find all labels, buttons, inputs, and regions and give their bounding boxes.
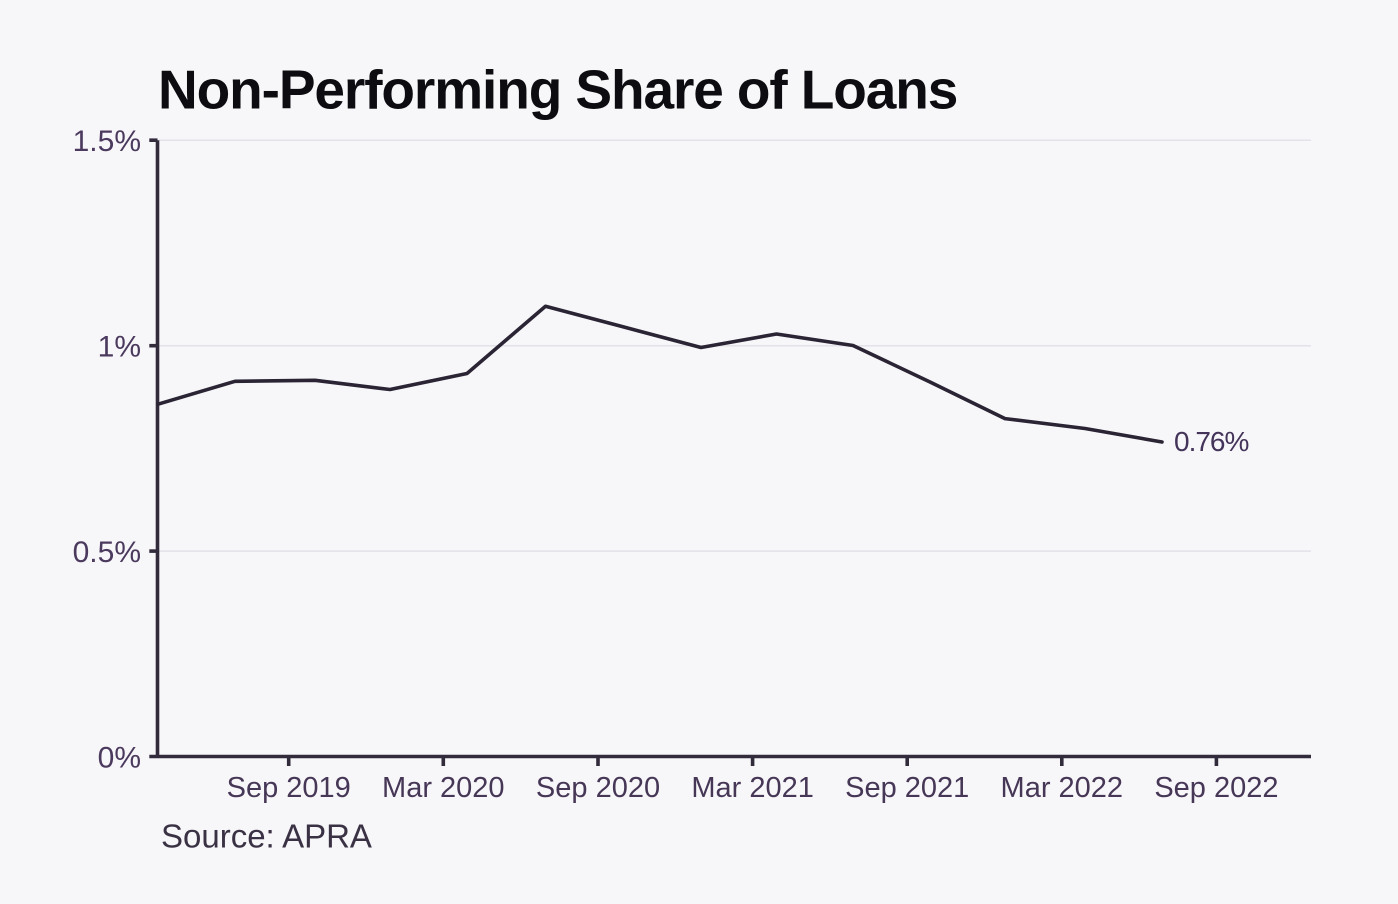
svg-text:Sep 2021: Sep 2021 [845, 772, 969, 804]
svg-text:Sep 2022: Sep 2022 [1154, 772, 1278, 804]
svg-text:Mar 2022: Mar 2022 [1001, 772, 1124, 804]
svg-text:0.5%: 0.5% [73, 536, 141, 569]
svg-text:Non-Performing Share of Loans: Non-Performing Share of Loans [158, 59, 957, 121]
svg-text:Mar 2020: Mar 2020 [382, 772, 505, 804]
svg-text:1.5%: 1.5% [73, 125, 141, 158]
svg-text:Mar 2021: Mar 2021 [691, 772, 814, 804]
svg-text:0%: 0% [98, 742, 141, 775]
svg-text:1%: 1% [98, 331, 141, 364]
svg-text:0.76%: 0.76% [1174, 426, 1248, 457]
svg-text:Sep 2019: Sep 2019 [227, 772, 351, 804]
svg-text:Sep 2020: Sep 2020 [536, 772, 660, 804]
svg-text:Source: APRA: Source: APRA [161, 818, 372, 855]
